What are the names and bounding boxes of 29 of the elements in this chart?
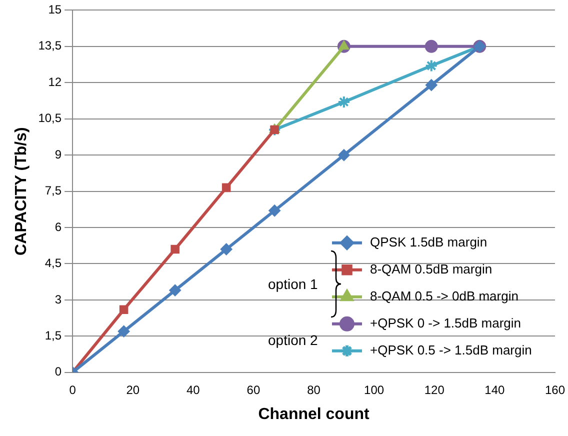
x-tick-label: 0 (69, 382, 76, 397)
annotation: option 2 (268, 332, 318, 348)
y-tick-label: 7,5 (44, 184, 62, 198)
y-tick-label: 6 (54, 220, 62, 234)
legend-label: +QPSK 0 -> 1.5dB margin (370, 315, 522, 330)
legend-label: QPSK 1.5dB margin (370, 234, 488, 250)
legend-label: 8-QAM 0.5dB margin (370, 261, 492, 276)
y-tick-label: 0 (54, 364, 62, 379)
annotation: option 1 (268, 276, 318, 292)
y-tick-label: 9 (54, 147, 62, 162)
y-tick-label: 12 (48, 74, 62, 89)
x-axis-title: Channel count (258, 406, 370, 423)
legend-label: +QPSK 0.5 -> 1.5dB margin (370, 342, 532, 358)
x-tick-label: 20 (126, 382, 140, 397)
y-tick-label: 10,5 (38, 111, 62, 126)
y-axis-title: CAPACITY (Tb/s) (13, 127, 30, 256)
x-tick-label: 80 (307, 382, 321, 397)
legend-label: 8-QAM 0.5 -> 0dB margin (370, 288, 518, 304)
y-tick-label: 13,5 (38, 38, 62, 53)
y-tick-label: 1,5 (44, 328, 62, 342)
x-tick-label: 100 (364, 382, 384, 397)
x-tick-label: 120 (424, 382, 445, 397)
y-tick-label: 4,5 (44, 256, 62, 270)
x-tick-label: 60 (246, 382, 260, 397)
x-tick-label: 140 (484, 382, 506, 397)
x-tick-label: 40 (186, 382, 200, 397)
y-tick-label: 3 (54, 292, 62, 306)
x-tick-label: 160 (544, 382, 566, 397)
y-tick-label: 15 (48, 2, 62, 17)
